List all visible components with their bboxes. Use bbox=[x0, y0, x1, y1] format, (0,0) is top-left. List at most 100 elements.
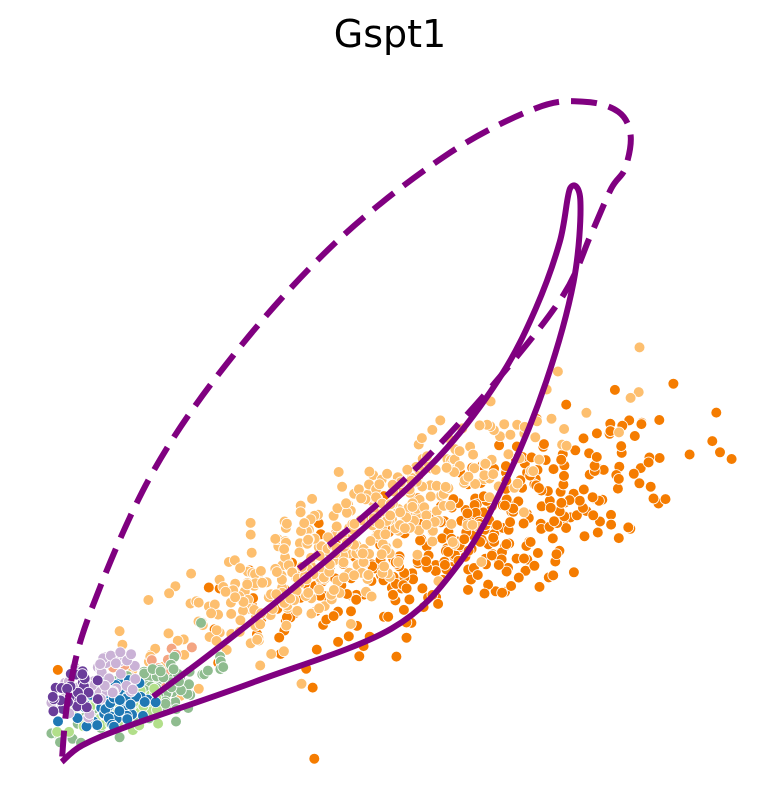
scatter-point-series-1 bbox=[294, 506, 307, 519]
scatter-point-series-1 bbox=[468, 462, 481, 475]
scatter-point-series-1 bbox=[244, 528, 257, 541]
scatter-point-series-1 bbox=[373, 518, 386, 530]
scatter-point-series-0 bbox=[398, 604, 410, 616]
solid-trajectory-curve bbox=[59, 182, 584, 765]
scatter-point-series-1 bbox=[411, 548, 424, 561]
scatter-point-series-0 bbox=[517, 517, 530, 530]
scatter-point-series-1 bbox=[384, 509, 397, 522]
scatter-point-series-1 bbox=[392, 556, 405, 568]
scatter-point-series-1 bbox=[271, 566, 283, 578]
scatter-point-series-0 bbox=[622, 521, 635, 534]
scatter-point-series-0 bbox=[504, 516, 516, 528]
scatter-point-series-6 bbox=[94, 658, 106, 670]
scatter-point-series-1 bbox=[234, 562, 246, 574]
scatter-point-series-1 bbox=[291, 605, 304, 617]
scatter-point-series-0 bbox=[644, 480, 657, 493]
scatter-point-series-0 bbox=[647, 492, 660, 505]
scatter-point-series-1 bbox=[241, 578, 254, 591]
scatter-point-series-0 bbox=[612, 473, 625, 485]
scatter-point-series-1 bbox=[502, 448, 515, 461]
scatter-point-series-0 bbox=[586, 491, 599, 504]
scatter-point-series-0 bbox=[627, 467, 640, 480]
points-layer bbox=[45, 341, 738, 765]
scatter-point-series-1 bbox=[545, 412, 558, 425]
scatter-point-series-1 bbox=[434, 414, 447, 427]
scatter-point-series-0 bbox=[518, 552, 530, 565]
scatter-point-series-1 bbox=[580, 406, 593, 419]
scatter-point-series-1 bbox=[337, 556, 350, 569]
chart-title: Gspt1 bbox=[333, 12, 447, 56]
scatter-point-series-0 bbox=[400, 631, 413, 644]
scatter-point-series-1 bbox=[345, 618, 357, 630]
scatter-point-series-0 bbox=[558, 470, 570, 482]
scatter-point-series-1 bbox=[348, 518, 361, 530]
scatter-point-series-0 bbox=[550, 548, 563, 560]
scatter-point-series-0 bbox=[345, 605, 357, 617]
scatter-point-series-0 bbox=[414, 534, 426, 547]
scatter-point-series-0 bbox=[512, 571, 525, 584]
scatter-point-series-0 bbox=[353, 650, 366, 663]
scatter-point-series-0 bbox=[505, 580, 517, 592]
scatter-point-series-1 bbox=[632, 386, 645, 398]
scatter-point-series-0 bbox=[499, 499, 511, 512]
scatter-point-series-1 bbox=[331, 502, 344, 515]
scatter-point-series-0 bbox=[546, 532, 559, 545]
scatter-point-series-0 bbox=[496, 586, 508, 599]
scatter-point-series-0 bbox=[390, 650, 403, 663]
scatter-point-series-0 bbox=[577, 432, 590, 445]
scatter-point-series-1 bbox=[306, 493, 318, 505]
scatter-point-series-1 bbox=[244, 517, 257, 529]
scatter-point-series-1 bbox=[445, 518, 458, 530]
scatter-point-series-1 bbox=[473, 419, 486, 432]
scatter-point-series-0 bbox=[612, 532, 625, 544]
scatter-point-series-1 bbox=[293, 546, 306, 559]
scatter-point-series-2 bbox=[186, 641, 198, 654]
scatter-point-series-1 bbox=[265, 648, 278, 660]
scatter-point-series-1 bbox=[172, 634, 184, 647]
scatter-point-series-1 bbox=[518, 506, 530, 519]
scatter-point-series-1 bbox=[527, 465, 539, 477]
scatter-point-series-1 bbox=[373, 478, 386, 491]
scatter-point-series-1 bbox=[295, 677, 308, 690]
scatter-point-series-1 bbox=[375, 548, 388, 560]
scatter-point-series-0 bbox=[273, 631, 286, 644]
scatter-point-series-1 bbox=[446, 536, 459, 548]
scatter-point-series-1 bbox=[313, 602, 325, 615]
scatter-point-series-1 bbox=[328, 584, 340, 596]
scatter-point-series-6 bbox=[115, 668, 127, 680]
scatter-point-series-0 bbox=[591, 526, 604, 539]
scatter-point-series-0 bbox=[547, 569, 559, 582]
scatter-point-series-1 bbox=[338, 571, 350, 584]
scatter-point-series-1 bbox=[210, 624, 223, 636]
scatter-point-series-7 bbox=[76, 668, 89, 680]
scatter-point-series-0 bbox=[571, 509, 583, 522]
scatter-point-series-5 bbox=[113, 705, 126, 717]
dashed-trajectory-curve bbox=[58, 98, 634, 763]
scatter-point-series-0 bbox=[577, 483, 590, 496]
scatter-point-series-0 bbox=[308, 752, 321, 765]
scatter-point-series-0 bbox=[591, 427, 603, 440]
scatter-point-series-0 bbox=[203, 581, 215, 594]
scatter-point-series-1 bbox=[381, 467, 393, 480]
scatter-point-series-1 bbox=[255, 565, 267, 577]
scatter-point-series-1 bbox=[533, 453, 545, 466]
scatter-point-series-0 bbox=[683, 448, 696, 461]
scatter-point-series-0 bbox=[492, 559, 505, 571]
scatter-point-series-1 bbox=[362, 569, 375, 581]
scatter-point-series-1 bbox=[278, 645, 290, 658]
scatter-point-series-1 bbox=[475, 556, 488, 568]
scatter-point-series-6 bbox=[126, 683, 139, 696]
scatter-point-series-0 bbox=[432, 598, 444, 610]
scatter-point-series-1 bbox=[113, 625, 126, 637]
scatter-point-series-0 bbox=[342, 630, 355, 643]
scatter-point-series-7 bbox=[92, 693, 104, 705]
scatter-point-series-1 bbox=[498, 418, 511, 431]
scatter-point-series-0 bbox=[471, 569, 484, 581]
scatter-point-series-0 bbox=[538, 438, 550, 450]
scatter-point-series-5 bbox=[149, 696, 162, 708]
scatter-point-series-0 bbox=[420, 555, 432, 567]
scatter-point-series-0 bbox=[51, 664, 64, 676]
scatter-point-series-1 bbox=[511, 477, 524, 490]
scatter-point-series-1 bbox=[256, 576, 269, 589]
scatter-point-series-1 bbox=[439, 481, 452, 493]
